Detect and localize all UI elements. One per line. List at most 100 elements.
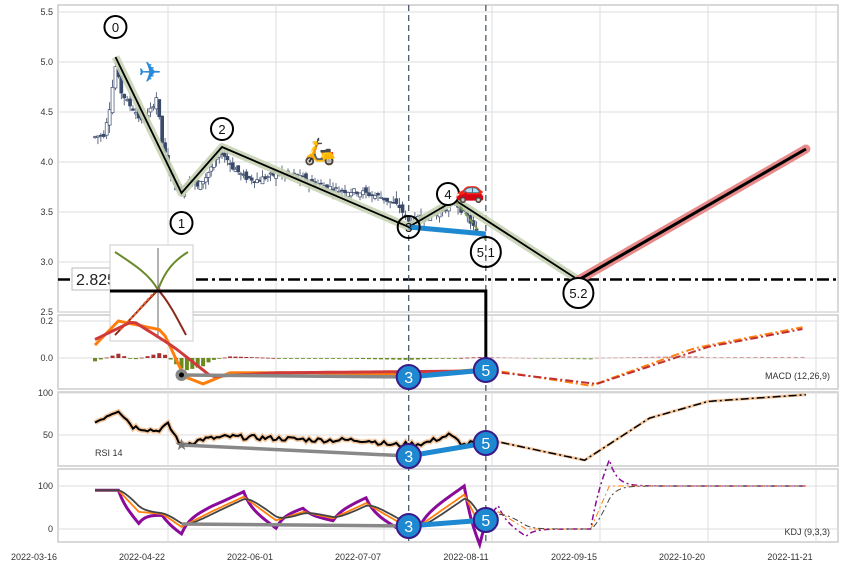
divergence-marker-label: 3 — [404, 449, 413, 466]
y-tick-label: 100 — [38, 481, 53, 491]
macd-histogram-bar — [594, 357, 599, 359]
macd-histogram-bar — [607, 357, 612, 359]
macd-histogram-bar — [301, 358, 305, 359]
y-tick-label: 4.5 — [40, 107, 53, 117]
divergence-marker-label: 5 — [481, 436, 490, 453]
candle — [134, 112, 138, 115]
projection-line — [577, 147, 807, 282]
macd-histogram-bar — [440, 358, 445, 359]
candle — [225, 156, 230, 161]
macd-histogram-bar — [706, 357, 710, 358]
macd-histogram-bar — [415, 358, 420, 360]
candle — [361, 190, 365, 195]
macd-histogram-bar — [508, 357, 513, 359]
macd-histogram-bar — [545, 358, 550, 359]
y-tick-label: 5.5 — [40, 7, 53, 17]
macd-histogram-bar — [93, 358, 98, 362]
macd-histogram-bar — [760, 357, 764, 358]
candle — [388, 201, 393, 204]
macd-histogram-bar — [753, 357, 758, 358]
macd-histogram-bar — [787, 356, 791, 358]
wave-pivot-marker — [103, 15, 128, 39]
macd-histogram-bar — [233, 356, 238, 358]
macd-histogram-bar — [145, 356, 150, 358]
macd-histogram-bar — [331, 358, 335, 359]
divergence-line-blue-rsi — [408, 440, 487, 459]
candle — [400, 204, 405, 213]
macd-histogram-bar — [699, 356, 704, 358]
candle — [343, 189, 347, 194]
y-tick-label: 5.0 — [40, 57, 53, 67]
macd-label: MACD (12,26,9) — [765, 371, 830, 381]
candle — [107, 109, 112, 126]
divergence-marker-label: 5 — [481, 513, 490, 530]
macd-histogram-bar — [201, 358, 206, 367]
scooter-icon: 🛵 — [304, 136, 336, 167]
y-tick-label: 3.0 — [40, 257, 53, 267]
macd-histogram-bar — [422, 358, 427, 360]
macd-histogram-bar — [625, 357, 630, 359]
macd-histogram-bar — [662, 356, 667, 358]
candle — [230, 162, 235, 170]
candle — [122, 93, 127, 99]
candle — [266, 176, 270, 178]
candle — [249, 177, 254, 181]
wave-pivot-label: 0 — [112, 20, 119, 35]
candle — [96, 135, 100, 138]
macd-histogram-bar — [681, 356, 686, 358]
macd-histogram-bar — [211, 358, 216, 360]
macd-histogram-bar — [446, 358, 451, 359]
macd-histogram-bar — [151, 354, 156, 358]
candle — [157, 99, 162, 118]
macd-histogram-bar — [244, 356, 249, 358]
star-icon: ★ — [174, 437, 188, 454]
candle — [209, 166, 214, 172]
macd-histogram-bar — [712, 357, 717, 358]
macd-histogram-bar — [391, 358, 396, 360]
macd-histogram-bar — [179, 358, 184, 369]
wave-pivot-marker — [169, 211, 194, 235]
macd-histogram-bar — [459, 357, 464, 359]
macd-histogram-bar — [349, 358, 353, 359]
divergence-start-center — [179, 372, 184, 378]
candle — [101, 133, 106, 137]
macd-histogram-bar — [104, 357, 109, 359]
macd-histogram-bar — [184, 358, 189, 371]
kdj-label: KDJ (9,3,3) — [784, 527, 830, 537]
candle — [206, 172, 211, 178]
y-tick-label: 50 — [43, 430, 53, 440]
airplane-icon: ✈ — [138, 57, 161, 88]
macd-histogram-bar — [719, 357, 724, 358]
candle — [125, 99, 129, 102]
macd-histogram-bar — [726, 357, 731, 358]
macd-histogram-bar — [656, 356, 661, 358]
macd-histogram-bar — [693, 356, 698, 358]
candle — [349, 192, 353, 197]
wave-pivot-marker — [562, 277, 595, 309]
macd-histogram-bar — [355, 358, 359, 359]
macd-histogram-bar — [570, 358, 575, 360]
macd-histogram-bar — [520, 357, 525, 359]
macd-histogram-bar — [601, 357, 606, 359]
candle — [198, 181, 203, 190]
y-tick-label: 2.5 — [40, 307, 53, 317]
macd-histogram-bar — [265, 357, 270, 359]
candle — [376, 193, 380, 196]
wave-pivot-marker — [210, 117, 234, 141]
macd-histogram-bar — [644, 356, 649, 358]
macd-histogram-bar — [564, 358, 569, 359]
macd-histogram-bar — [98, 358, 103, 360]
x-tick-label: 2022-06-01 — [227, 552, 273, 562]
macd-histogram-bar — [551, 358, 556, 359]
candle — [244, 171, 249, 180]
y-tick-label: 3.5 — [40, 207, 53, 217]
macd-histogram-bar — [367, 358, 371, 360]
rsi-line — [94, 410, 487, 448]
macd-histogram-bar — [249, 357, 254, 358]
candle — [346, 192, 350, 197]
macd-histogram-bar — [163, 354, 168, 358]
macd-histogram-bar — [409, 358, 414, 360]
x-tick-label: 2022-03-16 — [11, 552, 57, 562]
candle — [131, 108, 135, 111]
